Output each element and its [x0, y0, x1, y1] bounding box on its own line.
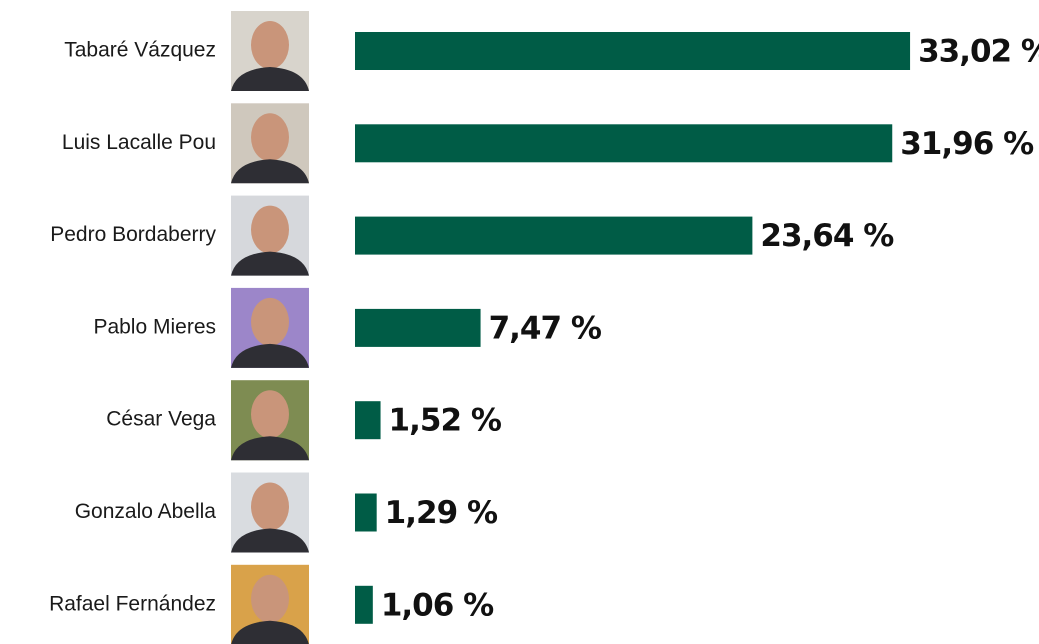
candidate-name: Pablo Mieres [93, 315, 216, 338]
value-label: 23,64 % [760, 218, 894, 254]
candidate-name: César Vega [106, 408, 216, 431]
value-label: 33,02 % [918, 34, 1039, 70]
candidate-name: Pedro Bordaberry [50, 223, 216, 246]
candidate-photo [231, 11, 309, 91]
candidate-photo [231, 472, 309, 553]
photo-body [231, 528, 309, 553]
photo-head [251, 205, 289, 254]
photo-body [231, 251, 309, 276]
photo-body [231, 159, 309, 184]
photo-head [251, 574, 289, 623]
value-label: 1,06 % [381, 587, 494, 623]
candidate-name: Luis Lacalle Pou [62, 131, 216, 154]
photo-body [231, 343, 309, 368]
candidate-photo [231, 380, 309, 461]
bar [355, 216, 753, 255]
candidate-photo [231, 195, 309, 276]
bar [355, 493, 377, 532]
value-label: 31,96 % [900, 126, 1034, 162]
photo-body [231, 67, 309, 91]
candidate-photo [231, 564, 309, 644]
photo-head [251, 390, 289, 439]
value-label: 1,52 % [389, 403, 502, 439]
candidate-photo [231, 287, 309, 368]
bar [355, 585, 373, 624]
photo-head [251, 482, 289, 531]
value-label: 7,47 % [489, 310, 602, 346]
photo-body [231, 620, 309, 644]
candidate-name: Rafael Fernández [49, 592, 216, 615]
photo-body [231, 436, 309, 461]
photo-head [251, 113, 289, 162]
bar [355, 401, 381, 440]
value-label: 1,29 % [385, 495, 498, 531]
bar [355, 308, 481, 347]
candidate-photo [231, 103, 309, 184]
candidate-name: Tabaré Vázquez [64, 39, 216, 62]
bar [355, 32, 911, 70]
photo-head [251, 297, 289, 346]
bar [355, 124, 893, 163]
photo-head [251, 21, 289, 69]
candidate-name: Gonzalo Abella [75, 500, 217, 523]
